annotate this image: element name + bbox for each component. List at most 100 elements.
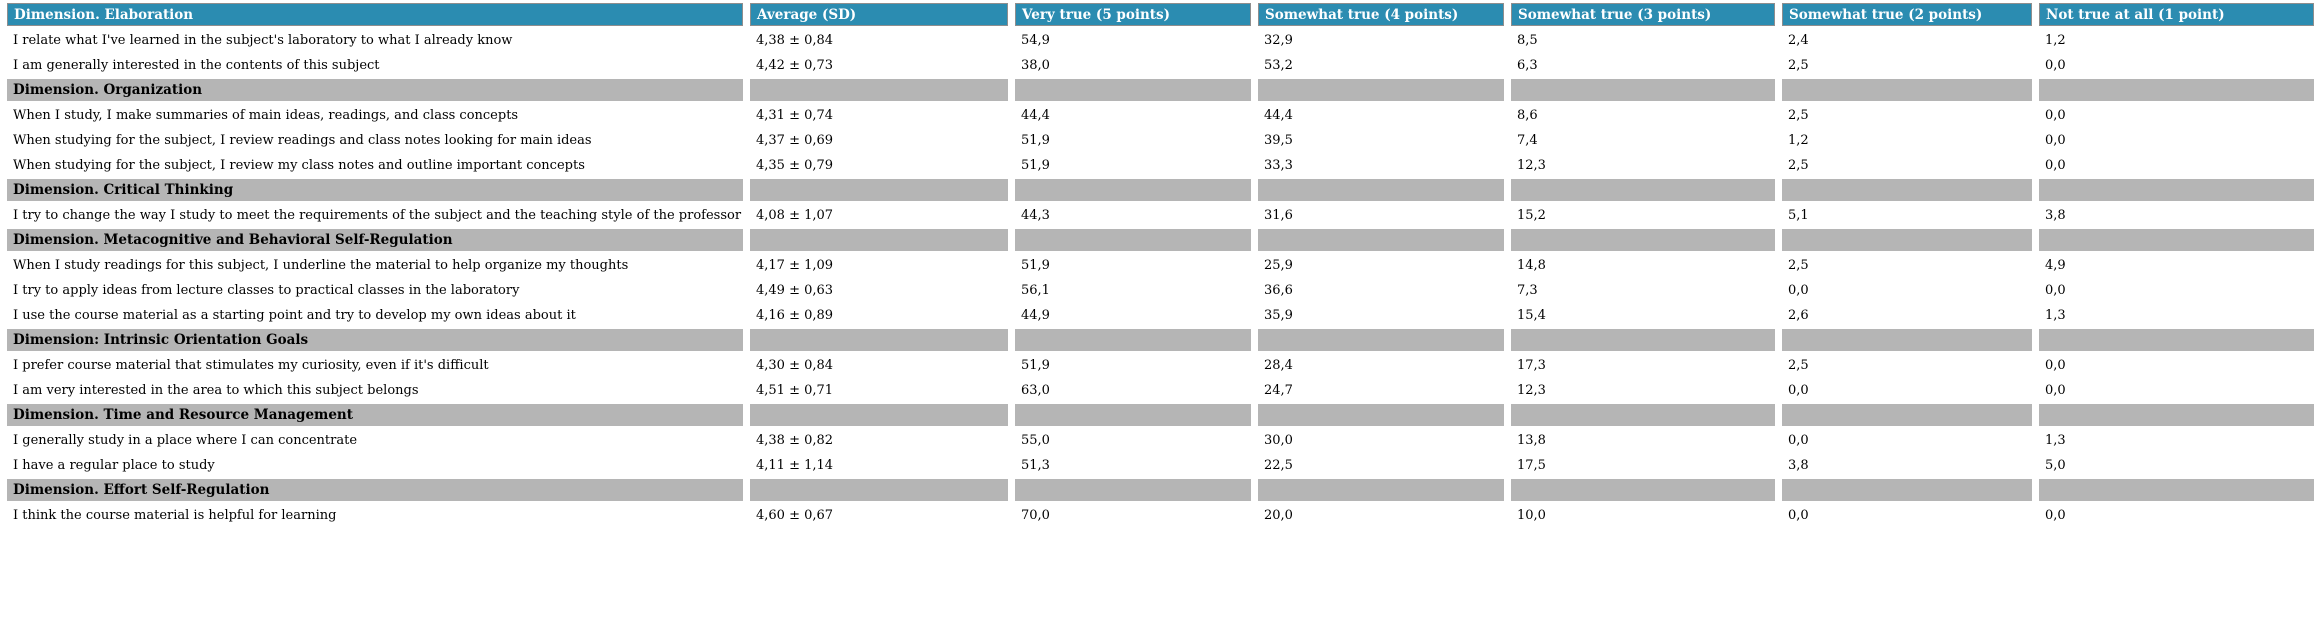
section-empty-cell bbox=[1782, 404, 2032, 426]
section-empty-cell bbox=[1015, 229, 1251, 251]
column-header-somewhat-true-4: Somewhat true (4 points) bbox=[1258, 3, 1504, 26]
table-row: I prefer course material that stimulates… bbox=[7, 354, 2314, 376]
value-cell: 2,5 bbox=[1782, 354, 2032, 376]
section-empty-cell bbox=[1511, 229, 1775, 251]
section-empty-cell bbox=[750, 79, 1008, 101]
section-empty-cell bbox=[1015, 329, 1251, 351]
value-cell: 51,9 bbox=[1015, 354, 1251, 376]
column-header-not-true-at-all-1: Not true at all (1 point) bbox=[2039, 3, 2314, 26]
section-empty-cell bbox=[2039, 79, 2314, 101]
item-label: I think the course material is helpful f… bbox=[7, 504, 743, 526]
value-cell: 55,0 bbox=[1015, 429, 1251, 451]
value-cell: 4,37 ± 0,69 bbox=[750, 129, 1008, 151]
value-cell: 10,0 bbox=[1511, 504, 1775, 526]
section-empty-cell bbox=[1511, 479, 1775, 501]
section-empty-cell bbox=[1258, 229, 1504, 251]
value-cell: 1,3 bbox=[2039, 429, 2314, 451]
value-cell: 20,0 bbox=[1258, 504, 1504, 526]
section-empty-cell bbox=[1258, 479, 1504, 501]
value-cell: 17,5 bbox=[1511, 454, 1775, 476]
item-label: I prefer course material that stimulates… bbox=[7, 354, 743, 376]
item-label: When studying for the subject, I review … bbox=[7, 154, 743, 176]
column-header-somewhat-true-2: Somewhat true (2 points) bbox=[1782, 3, 2032, 26]
section-empty-cell bbox=[750, 179, 1008, 201]
value-cell: 63,0 bbox=[1015, 379, 1251, 401]
value-cell: 4,9 bbox=[2039, 254, 2314, 276]
section-empty-cell bbox=[750, 479, 1008, 501]
value-cell: 15,2 bbox=[1511, 204, 1775, 226]
value-cell: 4,49 ± 0,63 bbox=[750, 279, 1008, 301]
value-cell: 44,4 bbox=[1015, 104, 1251, 126]
value-cell: 15,4 bbox=[1511, 304, 1775, 326]
table-row: I think the course material is helpful f… bbox=[7, 504, 2314, 526]
value-cell: 35,9 bbox=[1258, 304, 1504, 326]
section-empty-cell bbox=[750, 229, 1008, 251]
section-empty-cell bbox=[750, 329, 1008, 351]
section-empty-cell bbox=[1782, 479, 2032, 501]
value-cell: 22,5 bbox=[1258, 454, 1504, 476]
table-row: I am generally interested in the content… bbox=[7, 54, 2314, 76]
value-cell: 7,4 bbox=[1511, 129, 1775, 151]
value-cell: 12,3 bbox=[1511, 154, 1775, 176]
section-empty-cell bbox=[2039, 229, 2314, 251]
survey-results-table: Dimension. Elaboration Average (SD) Very… bbox=[7, 3, 2314, 526]
dimension-section-row: Dimension. Metacognitive and Behavioral … bbox=[7, 229, 2314, 251]
section-empty-cell bbox=[2039, 404, 2314, 426]
item-label: I have a regular place to study bbox=[7, 454, 743, 476]
value-cell: 0,0 bbox=[1782, 279, 2032, 301]
item-label: When I study readings for this subject, … bbox=[7, 254, 743, 276]
value-cell: 4,60 ± 0,67 bbox=[750, 504, 1008, 526]
section-empty-cell bbox=[1782, 79, 2032, 101]
value-cell: 4,51 ± 0,71 bbox=[750, 379, 1008, 401]
value-cell: 4,17 ± 1,09 bbox=[750, 254, 1008, 276]
table-body: I relate what I've learned in the subjec… bbox=[7, 29, 2314, 526]
dimension-section-row: Dimension. Critical Thinking bbox=[7, 179, 2314, 201]
item-label: I try to change the way I study to meet … bbox=[7, 204, 743, 226]
table-row: I am very interested in the area to whic… bbox=[7, 379, 2314, 401]
column-header-dimension-elaboration: Dimension. Elaboration bbox=[7, 3, 743, 26]
value-cell: 70,0 bbox=[1015, 504, 1251, 526]
value-cell: 3,8 bbox=[2039, 204, 2314, 226]
section-empty-cell bbox=[750, 404, 1008, 426]
value-cell: 54,9 bbox=[1015, 29, 1251, 51]
value-cell: 0,0 bbox=[2039, 504, 2314, 526]
section-empty-cell bbox=[1015, 479, 1251, 501]
value-cell: 8,5 bbox=[1511, 29, 1775, 51]
value-cell: 53,2 bbox=[1258, 54, 1504, 76]
value-cell: 5,1 bbox=[1782, 204, 2032, 226]
section-empty-cell bbox=[1015, 179, 1251, 201]
value-cell: 12,3 bbox=[1511, 379, 1775, 401]
table-row: When studying for the subject, I review … bbox=[7, 154, 2314, 176]
table-row: I try to apply ideas from lecture classe… bbox=[7, 279, 2314, 301]
value-cell: 31,6 bbox=[1258, 204, 1504, 226]
value-cell: 0,0 bbox=[1782, 379, 2032, 401]
section-empty-cell bbox=[1258, 79, 1504, 101]
value-cell: 51,9 bbox=[1015, 154, 1251, 176]
dimension-section-label: Dimension. Time and Resource Management bbox=[7, 404, 743, 426]
item-label: When I study, I make summaries of main i… bbox=[7, 104, 743, 126]
dimension-section-row: Dimension. Organization bbox=[7, 79, 2314, 101]
table-row: I use the course material as a starting … bbox=[7, 304, 2314, 326]
value-cell: 56,1 bbox=[1015, 279, 1251, 301]
item-label: I am very interested in the area to whic… bbox=[7, 379, 743, 401]
section-empty-cell bbox=[2039, 179, 2314, 201]
value-cell: 7,3 bbox=[1511, 279, 1775, 301]
table-row: I have a regular place to study 4,11 ± 1,… bbox=[7, 454, 2314, 476]
dimension-section-row: Dimension: Intrinsic Orientation Goals bbox=[7, 329, 2314, 351]
dimension-section-row: Dimension. Effort Self-Regulation bbox=[7, 479, 2314, 501]
value-cell: 51,9 bbox=[1015, 129, 1251, 151]
value-cell: 4,16 ± 0,89 bbox=[750, 304, 1008, 326]
value-cell: 44,4 bbox=[1258, 104, 1504, 126]
value-cell: 8,6 bbox=[1511, 104, 1775, 126]
item-label: I use the course material as a starting … bbox=[7, 304, 743, 326]
section-empty-cell bbox=[1258, 329, 1504, 351]
value-cell: 4,31 ± 0,74 bbox=[750, 104, 1008, 126]
value-cell: 0,0 bbox=[2039, 379, 2314, 401]
dimension-section-label: Dimension. Organization bbox=[7, 79, 743, 101]
value-cell: 39,5 bbox=[1258, 129, 1504, 151]
value-cell: 4,35 ± 0,79 bbox=[750, 154, 1008, 176]
value-cell: 0,0 bbox=[2039, 104, 2314, 126]
dimension-section-label: Dimension: Intrinsic Orientation Goals bbox=[7, 329, 743, 351]
section-empty-cell bbox=[1782, 329, 2032, 351]
value-cell: 51,3 bbox=[1015, 454, 1251, 476]
